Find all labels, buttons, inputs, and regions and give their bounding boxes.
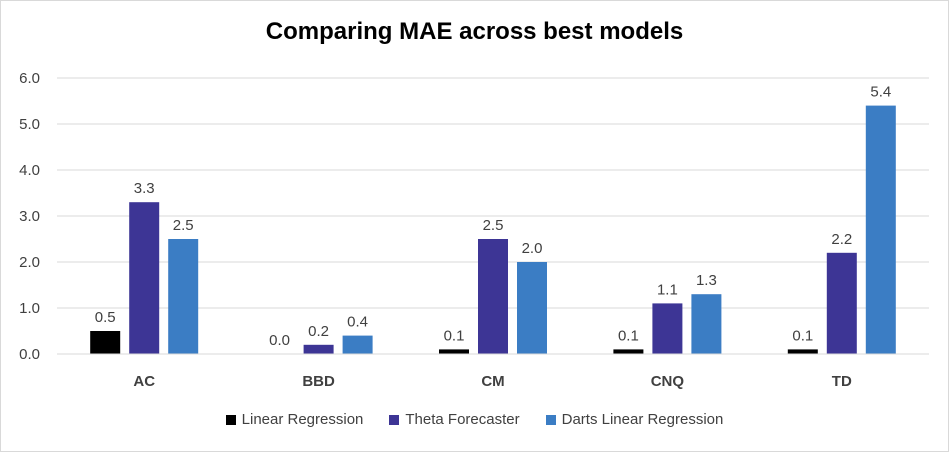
bar: [303, 344, 334, 354]
bar: [613, 349, 644, 354]
y-tick-label: 4.0: [19, 162, 40, 179]
bar: [168, 239, 199, 354]
y-tick-label: 6.0: [19, 70, 40, 87]
legend-swatch: [389, 414, 400, 425]
data-label: 0.4: [347, 314, 368, 331]
bar: [517, 262, 547, 354]
data-label: 0.0: [269, 332, 290, 349]
y-tick-label: 5.0: [19, 116, 40, 133]
data-label: 2.5: [483, 217, 504, 234]
bar: [652, 303, 683, 354]
legend-swatch: [225, 414, 236, 425]
data-label: 5.4: [870, 84, 891, 101]
bar: [90, 331, 121, 354]
bar: [439, 349, 469, 354]
y-tick-label: 2.0: [19, 254, 40, 271]
data-label: 0.1: [792, 327, 813, 344]
data-label: 3.3: [134, 180, 155, 197]
bar: [129, 202, 160, 354]
legend-item: Linear Regression: [225, 411, 364, 428]
data-label: 0.1: [618, 327, 639, 344]
data-label: 2.0: [522, 240, 543, 257]
chart-legend: Linear Regression Theta Forecaster Darts L…: [0, 411, 949, 428]
data-label: 0.5: [95, 309, 116, 326]
y-tick-label: 3.0: [19, 208, 40, 225]
bar: [342, 335, 373, 354]
data-label: 1.1: [657, 281, 678, 298]
bar: [478, 239, 508, 354]
legend-item: Theta Forecaster: [389, 411, 520, 428]
bar: [691, 294, 722, 354]
data-label: 2.2: [831, 231, 852, 248]
y-tick-label: 1.0: [19, 300, 40, 317]
legend-label: Darts Linear Regression: [561, 411, 724, 428]
chart-title: Comparing MAE across best models: [265, 18, 684, 45]
x-category-label: CNQ: [651, 373, 685, 390]
y-tick-label: 0.0: [19, 346, 40, 363]
bar: [787, 349, 818, 354]
legend-label: Linear Regression: [241, 411, 364, 428]
legend-swatch: [545, 414, 556, 425]
x-category-label: CM: [481, 373, 504, 390]
legend-item: Darts Linear Regression: [545, 411, 724, 428]
data-label: 1.3: [696, 272, 717, 289]
x-category-label: BBD: [302, 373, 335, 390]
data-label: 0.1: [444, 327, 465, 344]
bar: [826, 252, 857, 354]
legend-label: Theta Forecaster: [405, 411, 520, 428]
data-label: 0.2: [308, 323, 329, 340]
data-label: 2.5: [173, 217, 194, 234]
x-category-label: TD: [832, 373, 852, 390]
bar: [865, 105, 896, 354]
x-category-label: AC: [133, 373, 155, 390]
bar-chart: 0.0 1.0 2.0 3.0 4.0 5.0 6.0 0.5 3.3 2.5 AC 0.0 0.2 0.…: [19, 70, 929, 390]
